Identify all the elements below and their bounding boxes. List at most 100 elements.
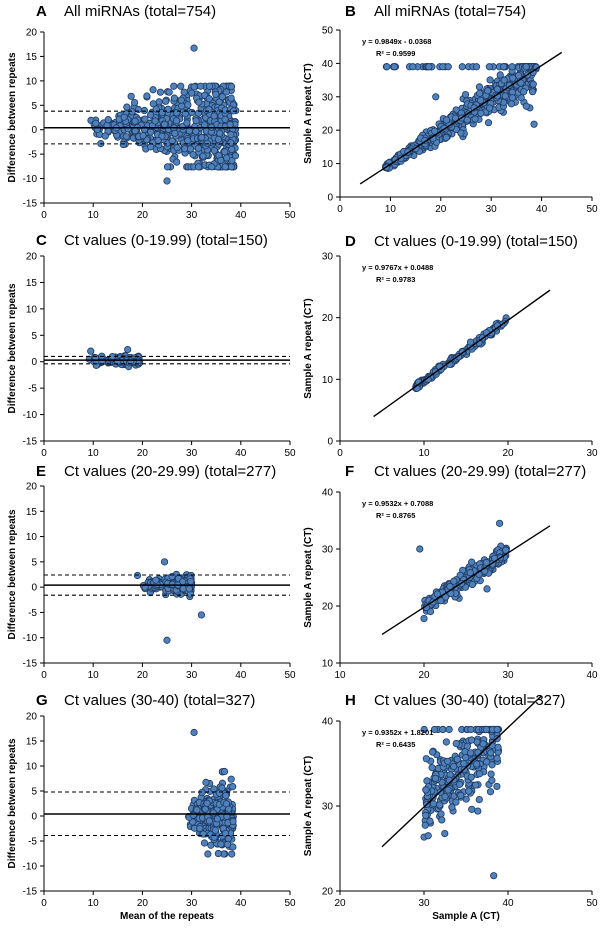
y-axis-title: Difference between repeats (7, 52, 18, 182)
y-tick-label: -5 (28, 150, 37, 161)
data-point (181, 110, 189, 118)
data-point (130, 99, 139, 107)
data-point (190, 83, 198, 91)
data-point (448, 803, 456, 811)
x-tick-label: 40 (235, 448, 247, 459)
data-point (198, 133, 206, 142)
y-tick-label: 0 (31, 812, 37, 823)
data-point (185, 127, 193, 135)
data-point (184, 101, 192, 109)
panel-title: All miRNAs (total=754) (64, 3, 216, 20)
data-point (204, 850, 212, 858)
data-point (500, 76, 508, 84)
data-point (120, 113, 128, 121)
y-tick-label: 20 (322, 313, 334, 324)
data-point (487, 749, 495, 757)
y-tick-label: 10 (26, 762, 38, 773)
data-point (474, 807, 482, 815)
data-point (183, 119, 191, 127)
panel-title: Ct values (20-29.99) (total=277) (64, 463, 276, 480)
data-point (421, 821, 429, 829)
x-tick-label: 20 (334, 898, 346, 909)
data-point (460, 760, 468, 768)
data-point (172, 117, 181, 125)
data-point (430, 725, 439, 734)
data-point (163, 163, 172, 171)
data-point (424, 832, 432, 840)
data-point (442, 738, 450, 746)
panel-f: F Ct values (20-29.99) (total=277) 10 20 30 4… (303, 463, 598, 681)
y-tick-label: 15 (26, 507, 38, 518)
x-tick-label: 50 (284, 210, 296, 221)
data-point (228, 145, 236, 153)
data-point (422, 755, 430, 763)
data-point (468, 805, 476, 813)
data-point (203, 139, 211, 147)
panel-h: H Ct values (30-40) (total=327) 20 30 40 20 30… (303, 692, 598, 922)
data-point (472, 781, 480, 789)
data-point (476, 770, 484, 778)
y-tick-label: 5 (31, 557, 37, 568)
data-point (170, 82, 178, 90)
data-point (471, 115, 479, 123)
data-point (187, 577, 195, 586)
data-point (223, 154, 231, 162)
y-tick-label: 0 (31, 583, 37, 594)
data-point (227, 94, 235, 102)
data-point (209, 809, 217, 817)
data-point (487, 770, 495, 778)
y-tick-label: 30 (322, 802, 334, 813)
data-point (452, 739, 460, 748)
x-tick-label: 30 (486, 204, 498, 215)
x-tick-label: 20 (502, 448, 514, 459)
data-point (139, 132, 147, 140)
data-point (461, 748, 469, 756)
data-point (466, 569, 474, 577)
y-axis-title: Sample A repeat (CT) (303, 527, 314, 627)
data-point (490, 872, 498, 880)
y-tick-label: 0 (327, 437, 333, 448)
data-point (477, 109, 485, 117)
r-squared-label: R² = 0.8765 (376, 511, 415, 520)
data-point (227, 130, 235, 139)
data-point (501, 92, 509, 100)
panel-label: B (345, 3, 356, 20)
panel-title: Ct values (30-40) (total=327) (64, 692, 255, 709)
data-point (140, 106, 149, 115)
data-point (428, 764, 436, 772)
data-point (472, 760, 481, 768)
data-point (173, 109, 181, 117)
data-point (217, 156, 225, 164)
data-point (433, 590, 441, 598)
data-points (85, 345, 144, 371)
data-point (488, 761, 496, 769)
data-point (508, 94, 517, 102)
y-axis-title: Difference between repeats (7, 509, 18, 639)
data-point (422, 811, 430, 819)
data-point (123, 103, 131, 111)
y-tick-label: 10 (26, 532, 38, 543)
y-axis-title: Sample A repeat (CT) (303, 63, 314, 163)
data-point (152, 576, 160, 584)
data-point (178, 102, 186, 110)
data-point (211, 826, 219, 834)
data-point (104, 116, 112, 124)
data-point (509, 74, 517, 82)
data-point (184, 137, 192, 145)
data-point (101, 132, 109, 140)
data-point (177, 82, 185, 90)
data-point (475, 89, 484, 97)
x-tick-label: 50 (284, 670, 296, 681)
regression-line (359, 51, 563, 185)
regression-line (381, 695, 543, 848)
data-point (484, 119, 493, 127)
panel-e: E Ct values (20-29.99) (total=277) -15 -10 -… (7, 463, 296, 681)
data-point (482, 558, 491, 567)
data-point (420, 725, 428, 734)
data-point (458, 63, 466, 71)
panel-label: C (36, 232, 47, 249)
y-tick-label: 5 (31, 101, 37, 112)
data-point (151, 117, 159, 125)
data-point (127, 92, 135, 100)
data-point (205, 82, 214, 90)
